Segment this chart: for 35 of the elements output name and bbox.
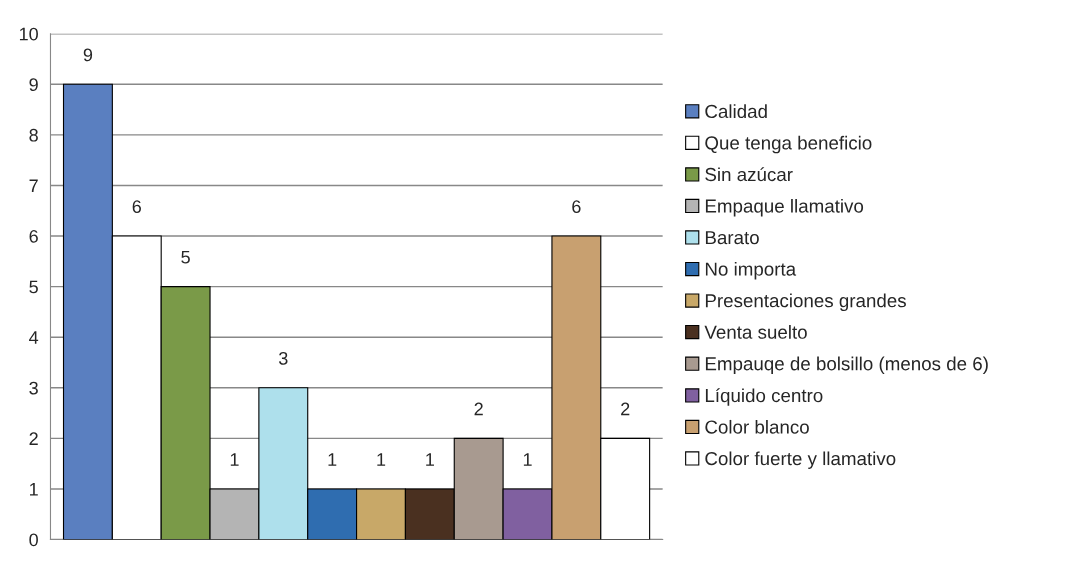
data-label: 5	[181, 251, 190, 264]
y-tick-label: 8	[29, 128, 38, 142]
legend-label: Venta suelto	[704, 325, 807, 339]
y-tick-label: 0	[29, 533, 38, 547]
data-label: 1	[328, 453, 337, 466]
y-tick-label: 5	[29, 280, 38, 294]
data-label: 1	[523, 453, 532, 466]
legend-label: Empaque llamativo	[705, 198, 864, 217]
legend-label: Sin azúcar	[705, 167, 793, 182]
data-label: 1	[426, 453, 434, 466]
data-label: 6	[132, 200, 141, 214]
legend-label: Empauqe de bolsillo (menos de 6)	[705, 356, 988, 375]
data-label: 3	[278, 351, 288, 365]
data-label: 2	[474, 402, 483, 416]
legend-label: Color blanco	[705, 419, 809, 434]
y-tick-label: 7	[29, 179, 38, 192]
data-label: 1	[230, 453, 239, 466]
data-label: 9	[83, 48, 93, 62]
y-tick-label: 2	[29, 432, 38, 445]
legend-label: Color fuerte y llamativo	[705, 451, 896, 469]
y-tick-label: 4	[29, 331, 39, 344]
y-tick-label: 10	[19, 27, 38, 41]
legend-label: Barato	[705, 231, 759, 245]
y-tick-label: 9	[29, 78, 38, 92]
legend-label: Líquido centro	[705, 388, 823, 406]
y-tick-label: 6	[29, 229, 38, 243]
data-label: 1	[377, 453, 386, 466]
legend-label: Que tenga beneficio	[705, 135, 872, 154]
legend-label: Presentaciones grandes	[705, 293, 906, 312]
legend-label: No importa	[705, 262, 797, 280]
data-label: 6	[572, 200, 581, 214]
y-tick-label: 1	[30, 483, 38, 496]
data-label: 2	[621, 402, 630, 416]
legend-label: Calidad	[705, 104, 767, 119]
y-tick-label: 3	[29, 381, 38, 395]
